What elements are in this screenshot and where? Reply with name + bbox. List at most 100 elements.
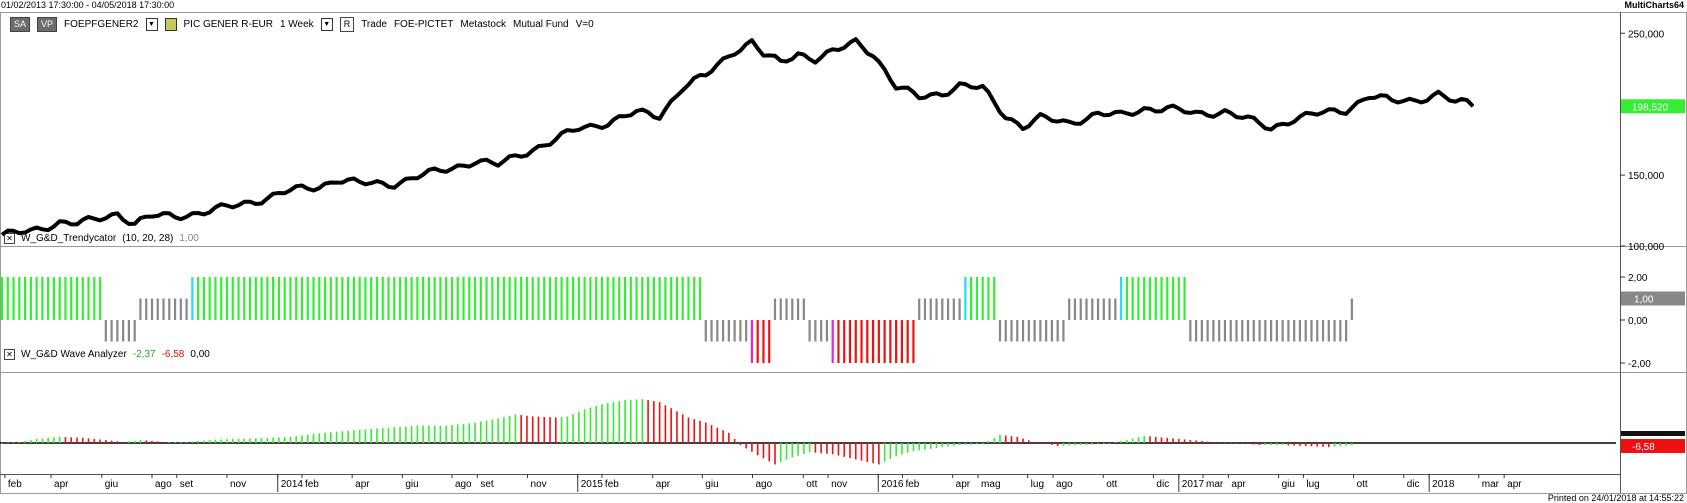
trendycator-bar (416, 277, 419, 320)
x-axis-tick-label: apr (1507, 479, 1522, 490)
trendycator-bar (975, 277, 978, 320)
symbol-dropdown-icon[interactable]: ▼ (145, 17, 158, 31)
trendycator-bar (1056, 320, 1059, 342)
resolution-label: 1 Week (279, 18, 314, 30)
wave-bar (1045, 443, 1047, 445)
wave-bar (1195, 440, 1197, 443)
trendycator-bar (1073, 298, 1077, 320)
wave-bar (566, 416, 569, 443)
wave-bar (820, 443, 822, 454)
wave-bar (918, 443, 921, 451)
wave-bar (1079, 443, 1082, 446)
trendycator-bar (1166, 277, 1169, 320)
trendycator-bar (58, 277, 61, 320)
trendycator-title: W_G&D_Trendycator (21, 233, 117, 244)
wave-bar (958, 443, 961, 446)
trendycator-bar (127, 320, 131, 342)
wave-bar (278, 437, 280, 443)
wave-bar (641, 399, 644, 443)
wave-bar (353, 430, 355, 443)
resolution-dropdown-icon[interactable]: ▼ (320, 17, 333, 31)
wave-bar (826, 443, 828, 454)
trendycator-bar (1350, 298, 1353, 320)
close-icon[interactable]: ✕ (4, 349, 15, 360)
trendycator-bar (808, 320, 811, 342)
trendycator-bar (1148, 277, 1152, 320)
wave-bar (704, 422, 707, 443)
trendycator-bar (1096, 298, 1100, 320)
wave-bar (330, 432, 332, 443)
trendycator-bar (1195, 320, 1198, 342)
wave-bar (670, 408, 672, 443)
price-last-value-label: 198,520 (1632, 102, 1669, 113)
trendycator-bar (802, 298, 805, 320)
trendycator-bar (675, 277, 679, 320)
trendycator-bar (566, 277, 569, 320)
r-button[interactable]: R (339, 16, 355, 32)
wave-bar (1339, 443, 1342, 447)
wave-bar (139, 439, 142, 443)
x-axis-tick-label: apr (656, 479, 671, 490)
wave-bar (491, 419, 494, 443)
sa-button[interactable]: SA (10, 16, 31, 32)
wave-bar (676, 411, 678, 443)
wave-bar (635, 399, 638, 443)
x-axis-tick-label: apr (54, 479, 69, 490)
wave-bar (451, 425, 453, 443)
indicator-toggle-icon[interactable] (164, 17, 177, 31)
vp-button[interactable]: VP (37, 16, 58, 32)
wave-bar (1287, 443, 1290, 446)
x-axis-tick-label: 2016 (881, 479, 904, 490)
wave-bar (226, 439, 228, 443)
trendycator-bar (323, 277, 327, 320)
wave-bar (993, 437, 996, 443)
trendycator-bar (693, 277, 696, 320)
trendycator-bar (981, 277, 984, 320)
wave-bar (808, 443, 811, 453)
close-icon[interactable]: ✕ (4, 233, 15, 244)
x-axis-tick-label: 2014 (281, 479, 304, 490)
x-axis-tick-label: mar (1482, 479, 1500, 490)
trendycator-bar (946, 298, 950, 320)
trendycator-bar (6, 277, 9, 320)
trendycator-bar (1258, 320, 1261, 342)
wave-bar (220, 439, 223, 443)
trendycator-bar (508, 277, 511, 320)
trendycator-bar (1045, 320, 1048, 342)
trendycator-bar (335, 277, 338, 320)
wave-bar (722, 430, 724, 443)
trendycator-bar (1333, 320, 1336, 342)
wave-bar (272, 437, 274, 443)
x-axis-tick-label: ott (1106, 479, 1117, 490)
wave-bar (266, 437, 269, 443)
wave-bar (912, 443, 915, 452)
trendycator-bar (145, 298, 148, 320)
trendycator-bar (929, 298, 932, 320)
x-axis-tick-label: apr (1231, 479, 1246, 490)
trendycator-bar (727, 320, 730, 342)
wave-bar (860, 443, 863, 461)
wave-bar (1304, 443, 1307, 447)
trendycator-bar (606, 277, 609, 320)
trendycator-bar (468, 277, 471, 320)
trendycator-bar (1287, 320, 1290, 342)
trendycator-bar (670, 277, 673, 320)
trendycator-params: (10, 20, 28) (122, 233, 174, 244)
wave-pane-frame (0, 372, 1687, 494)
trendycator-bar (814, 320, 817, 342)
wave-bar (1229, 442, 1232, 444)
wave-bar (416, 425, 419, 443)
wave-bar (1310, 443, 1313, 447)
trendycator-bar (104, 320, 107, 342)
wave-bar (1299, 443, 1301, 446)
x-axis-tick-label: ago (455, 479, 472, 490)
trendycator-bar (254, 277, 257, 320)
x-axis-tick-label: ago (1056, 479, 1073, 490)
trendycator-bar (1235, 320, 1238, 342)
wave-bar (1218, 442, 1220, 443)
trendycator-bar (912, 320, 915, 363)
trendycator-bar (110, 320, 113, 342)
trendycator-bar (225, 277, 229, 320)
trendycator-bar (289, 277, 292, 320)
trendycator-bar (243, 277, 246, 320)
